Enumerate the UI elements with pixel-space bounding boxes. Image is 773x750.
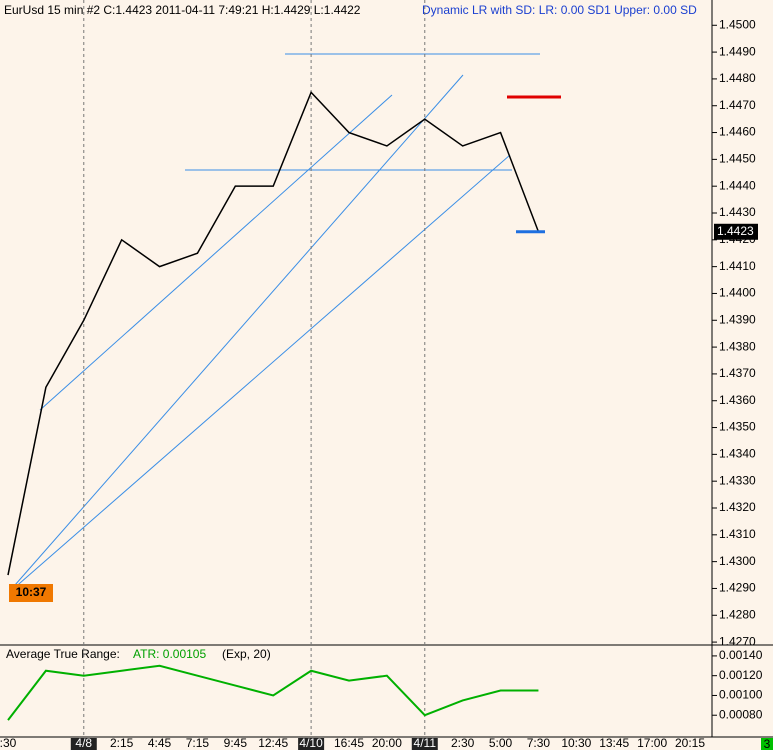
y-tick-label: 1.4500 [719,17,756,31]
corner-label: 3 [764,737,771,750]
last-price-box [714,223,758,240]
y-tick-label: 1.4310 [719,527,756,541]
date-box [411,738,438,750]
x-tick-label: 9:45 [224,736,248,750]
y-tick-label: 1.4490 [719,44,756,58]
trend-lines [11,53,540,591]
y-tick-label: 1.4320 [719,500,756,514]
x-tick-label: 17:00 [637,736,667,750]
x-tick-label: 4/10 [299,736,323,750]
x-tick-label: 4:45 [148,736,172,750]
y-tick-label: 0.00100 [719,688,763,702]
y-tick-label: 1.4480 [719,71,756,85]
corner-box [761,738,773,750]
x-tick-label: 2:15 [110,736,134,750]
chart-subtitle: Dynamic LR with SD: LR: 0.00 SD1 Upper: … [422,3,697,17]
x-tick-label: 2:30 [451,736,475,750]
y-tick-label: 0.00140 [719,648,763,662]
x-tick-label: 12:45 [258,736,288,750]
series-line [7,90,540,576]
date-box [70,738,97,750]
x-tick-label: 20:00 [372,736,402,750]
x-tick-label: 16:45 [334,736,364,750]
y-tick-label: 1.4330 [719,473,756,487]
x-tick-label: 4/8 [75,736,92,750]
y-tick-label: 1.4470 [719,98,756,112]
x-tick-label: 7:15 [186,736,210,750]
y-tick-label: 0.00120 [719,668,763,682]
y-tick-label: 1.4460 [719,125,756,139]
x-tick-label: 20:15 [675,736,705,750]
chart-title: EurUsd 15 min #2 C:1.4423 2011-04-11 7:4… [4,3,361,17]
y-tick-label: 1.4340 [719,447,756,461]
last-price-label: 1.4423 [717,224,754,238]
y-tick-label: 1.4430 [719,205,756,219]
date-box [298,738,325,750]
y-tick-label: 1.4300 [719,554,756,568]
y-tick-label: 1.4370 [719,366,756,380]
annotation: 10:37 [16,585,47,599]
y-tick-label: 1.4360 [719,393,756,407]
x-tick-label: 13:45 [599,736,629,750]
x-tick-label: 4/11 [414,736,437,750]
panel-title: Average True Range: [6,647,120,661]
y-tick-label: 1.4390 [719,312,756,326]
panel-note: (Exp, 20) [222,647,271,661]
x-tick-label: 7:30 [527,736,551,750]
x-tick-label: 5:00 [489,736,513,750]
y-tick-label: 1.4410 [719,259,756,273]
x-tick-label: :30 [0,736,17,750]
y-tick-label: 1.4380 [719,339,756,353]
y-tick-label: 1.4280 [719,607,756,621]
series-line [7,664,539,721]
y-tick-label: 1.4440 [719,178,756,192]
y-tick-label: 1.4270 [719,634,756,648]
y-tick-label: 1.4450 [719,152,756,166]
x-tick-label: 10:30 [561,736,591,750]
y-tick-label: 1.4290 [719,581,756,595]
y-tick-label: 1.4350 [719,420,756,434]
panel-subtitle: ATR: 0.00105 [133,647,206,661]
annotation-box [9,584,53,602]
y-tick-label: 0.00080 [719,707,763,721]
y-tick-label: 1.4400 [719,286,756,300]
